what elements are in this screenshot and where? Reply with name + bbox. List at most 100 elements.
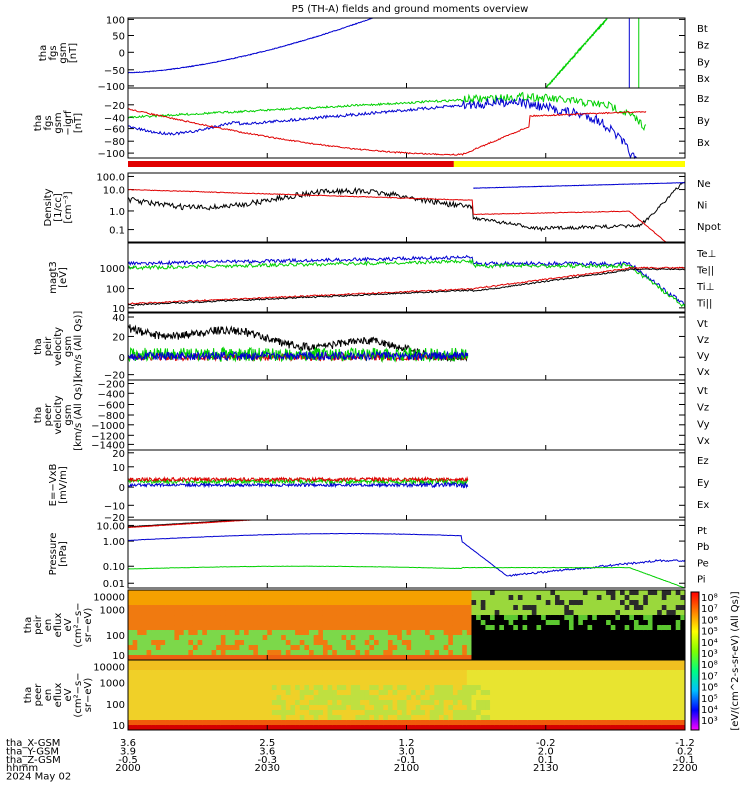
colorbar-tick-label: 10⁷ xyxy=(701,604,718,615)
efield-ytick-label: 0 xyxy=(119,483,125,494)
temperature-ytick-label: 10 xyxy=(112,304,125,315)
footer-value: -0.2 xyxy=(536,738,556,749)
density-ytick-label: 100.0 xyxy=(96,172,125,183)
fgs-gsm-dipole-ytick-label: −100 xyxy=(98,149,125,160)
peir-spectrogram-ylabel-line: en xyxy=(43,619,54,632)
footer-value: -0.1 xyxy=(397,755,417,766)
peer-velocity-ytick-label: −1200 xyxy=(91,431,125,442)
colorbar-tick-label: 10⁶ xyxy=(701,615,718,626)
peer-velocity-ylabel-line: tha xyxy=(33,407,44,423)
footer-value: 2200 xyxy=(672,763,697,774)
temperature-ytick-label: 1000 xyxy=(100,264,125,275)
footer-value: 2030 xyxy=(255,763,280,774)
temp-ti-perp-trace xyxy=(127,254,686,308)
colorbar-tick-label: 10³ xyxy=(701,716,718,727)
panel-fgs-gsm: tha fgs gsm [nT] 100 50 0 −50 −100 Bt Bz By Bx xyxy=(38,15,710,93)
dip-by-trace xyxy=(127,91,647,131)
colorbar-tick-label: 10³ xyxy=(701,649,718,660)
fgs-gsm-dipole-legend-By: By xyxy=(697,116,710,127)
efield-ez-trace xyxy=(127,475,469,483)
panel-peer-spectrogram: tha peer en eflux eV (cm²−s− sr−eV)10000100010… xyxy=(23,659,686,732)
density-ylabel-line: [cm⁻³] xyxy=(63,191,74,223)
panel-peir-spectrogram: tha peir en eflux eV (cm²−s− sr−eV)10000100010… xyxy=(23,589,686,662)
density-legend-Ni: Ni xyxy=(697,201,707,212)
footer-value: 1.2 xyxy=(399,738,415,749)
efield-legend-Ex: Ex xyxy=(697,500,709,511)
footer-row-label: tha_X-GSM xyxy=(6,738,60,749)
fgs-gsm-legend-Bx: Bx xyxy=(697,74,710,85)
peer-velocity-legend-Vz: Vz xyxy=(697,403,709,414)
temperature-legend-Ti⊥: Ti⊥ xyxy=(696,282,714,293)
peir-spectrogram-ylabel: tha peir en eflux eV (cm²−s− sr−eV) xyxy=(23,602,94,647)
peir-spectrogram-ylabel-line: eflux xyxy=(53,613,64,638)
pressure-legend-Pt: Pt xyxy=(697,526,707,537)
panel-pressure: Pressure [nPa] 10.00 1.00 0.10 0.01 Pt Pb Pe Pi xyxy=(48,519,709,590)
peir-vx-trace xyxy=(127,350,469,362)
density-ylabel-line: Density xyxy=(43,188,54,226)
slow-survey-segment xyxy=(128,161,454,167)
peer-spectrogram-ylabel-line: eV xyxy=(63,688,74,701)
density-ytick-label: 1.0 xyxy=(109,207,125,218)
temperature-legend-Te||: Te|| xyxy=(696,265,714,276)
efield-ylabel-line: E=−VxB xyxy=(48,464,59,507)
efield-ylabel: E=−VxB [mV/m] xyxy=(48,464,69,507)
peer-spectrogram-ytick-label: 1000 xyxy=(100,678,125,689)
efield-ytick-label: 10 xyxy=(112,463,125,474)
panel-peir-velocity: tha peir velocity gsm [km/s (All Qs)] 40 20 0 −2… xyxy=(33,311,710,383)
pressure-ylabel-line: [nPa] xyxy=(58,541,69,567)
peir-spectrogram-ylabel-line: peir xyxy=(33,614,44,634)
fgs-gsm-ytick-label: −100 xyxy=(98,82,125,93)
peer-velocity-ytick-label: −1000 xyxy=(91,421,125,432)
fgs-gsm-legend-Bz: Bz xyxy=(697,41,709,52)
peer-spectrogram-ylabel-line: en xyxy=(43,689,54,702)
peer-velocity-ylabel-line: peer xyxy=(43,403,54,427)
pressure-ylabel: Pressure [nPa] xyxy=(48,533,69,576)
temperature-ytick-label: 100 xyxy=(106,285,125,296)
temp-ti-par-trace xyxy=(128,258,686,308)
peir-velocity-legend-Vx: Vx xyxy=(697,367,710,378)
density-ni-trace xyxy=(127,181,686,232)
fgs-gsm-legend-Bt: Bt xyxy=(697,24,708,35)
survey-mode-bar xyxy=(128,161,685,167)
peer-velocity-ytick-label: −200 xyxy=(98,380,125,391)
chart-title: P5 (TH-A) fields and ground moments over… xyxy=(292,4,529,15)
footer-value: 2.5 xyxy=(259,738,275,749)
footer-value: -0.3 xyxy=(257,755,277,766)
peir-spectrogram-ytick-label: 100 xyxy=(106,631,125,642)
peer-velocity-ylabel-line: [km/s (All Qs)] xyxy=(73,379,84,451)
fgs-gsm-dipole-ylabel-line: tha xyxy=(33,115,44,131)
peer-spectrogram-ylabel-line: tha xyxy=(23,687,34,703)
efield-ytick-label: −20 xyxy=(104,513,125,524)
footer-value: 3.6 xyxy=(120,738,136,749)
peir-velocity-ylabel-line: velocity xyxy=(53,327,64,366)
fgs-gsm-dipole-ylabel-line: fgs xyxy=(43,115,54,130)
pressure-ylabel-line: Pressure xyxy=(48,533,59,576)
pressure-legend-Pb: Pb xyxy=(697,542,709,553)
peer-velocity-legend-Vx: Vx xyxy=(697,436,710,447)
colorbar-tick-label: 10⁵ xyxy=(701,694,718,705)
density-legend-Ne: Ne xyxy=(697,179,711,190)
peer-spectrogram-ylabel-line: (cm²−s− xyxy=(73,672,84,717)
peir-velocity-ytick-label: −20 xyxy=(104,371,125,382)
peir-velocity-legend-Vt: Vt xyxy=(697,319,708,330)
peer-velocity-ytick-label: −1400 xyxy=(91,440,125,451)
peir-spectrogram-ylabel-line: (cm²−s− xyxy=(73,602,84,647)
peer-velocity-ytick-label: −600 xyxy=(98,401,125,412)
peer-spectrogram-ytick-label: 100 xyxy=(106,700,125,711)
fgs-gsm-dipole-ytick-label: −80 xyxy=(104,137,125,148)
panel-efield: E=−VxB [mV/m] 20 10 0 −10−20 Ez Ey Ex xyxy=(48,449,709,524)
peir-velocity-ylabel-line: peir xyxy=(43,336,54,356)
fgs-gsm-dipole-legend-Bx: Bx xyxy=(697,138,710,149)
footer-value: 0.2 xyxy=(677,746,693,757)
peer-velocity-legend-Vt: Vt xyxy=(697,386,708,397)
colorbar-tick-label: 10⁸ xyxy=(701,660,718,671)
density-npot-trace xyxy=(473,181,686,189)
panel-density: Density [1/cc] [cm⁻³] 100.0 10.0 1.0 0.1 Ne Ni Np… xyxy=(43,172,721,243)
fgs-gsm-frame xyxy=(127,17,686,89)
peir-velocity-ylabel: tha peir velocity gsm [km/s (All Qs)] xyxy=(33,311,84,383)
peir-velocity-ylabel-line: [km/s (All Qs)] xyxy=(73,311,84,383)
fgs-gsm-dipole-ylabel-line: gsm xyxy=(53,112,64,133)
